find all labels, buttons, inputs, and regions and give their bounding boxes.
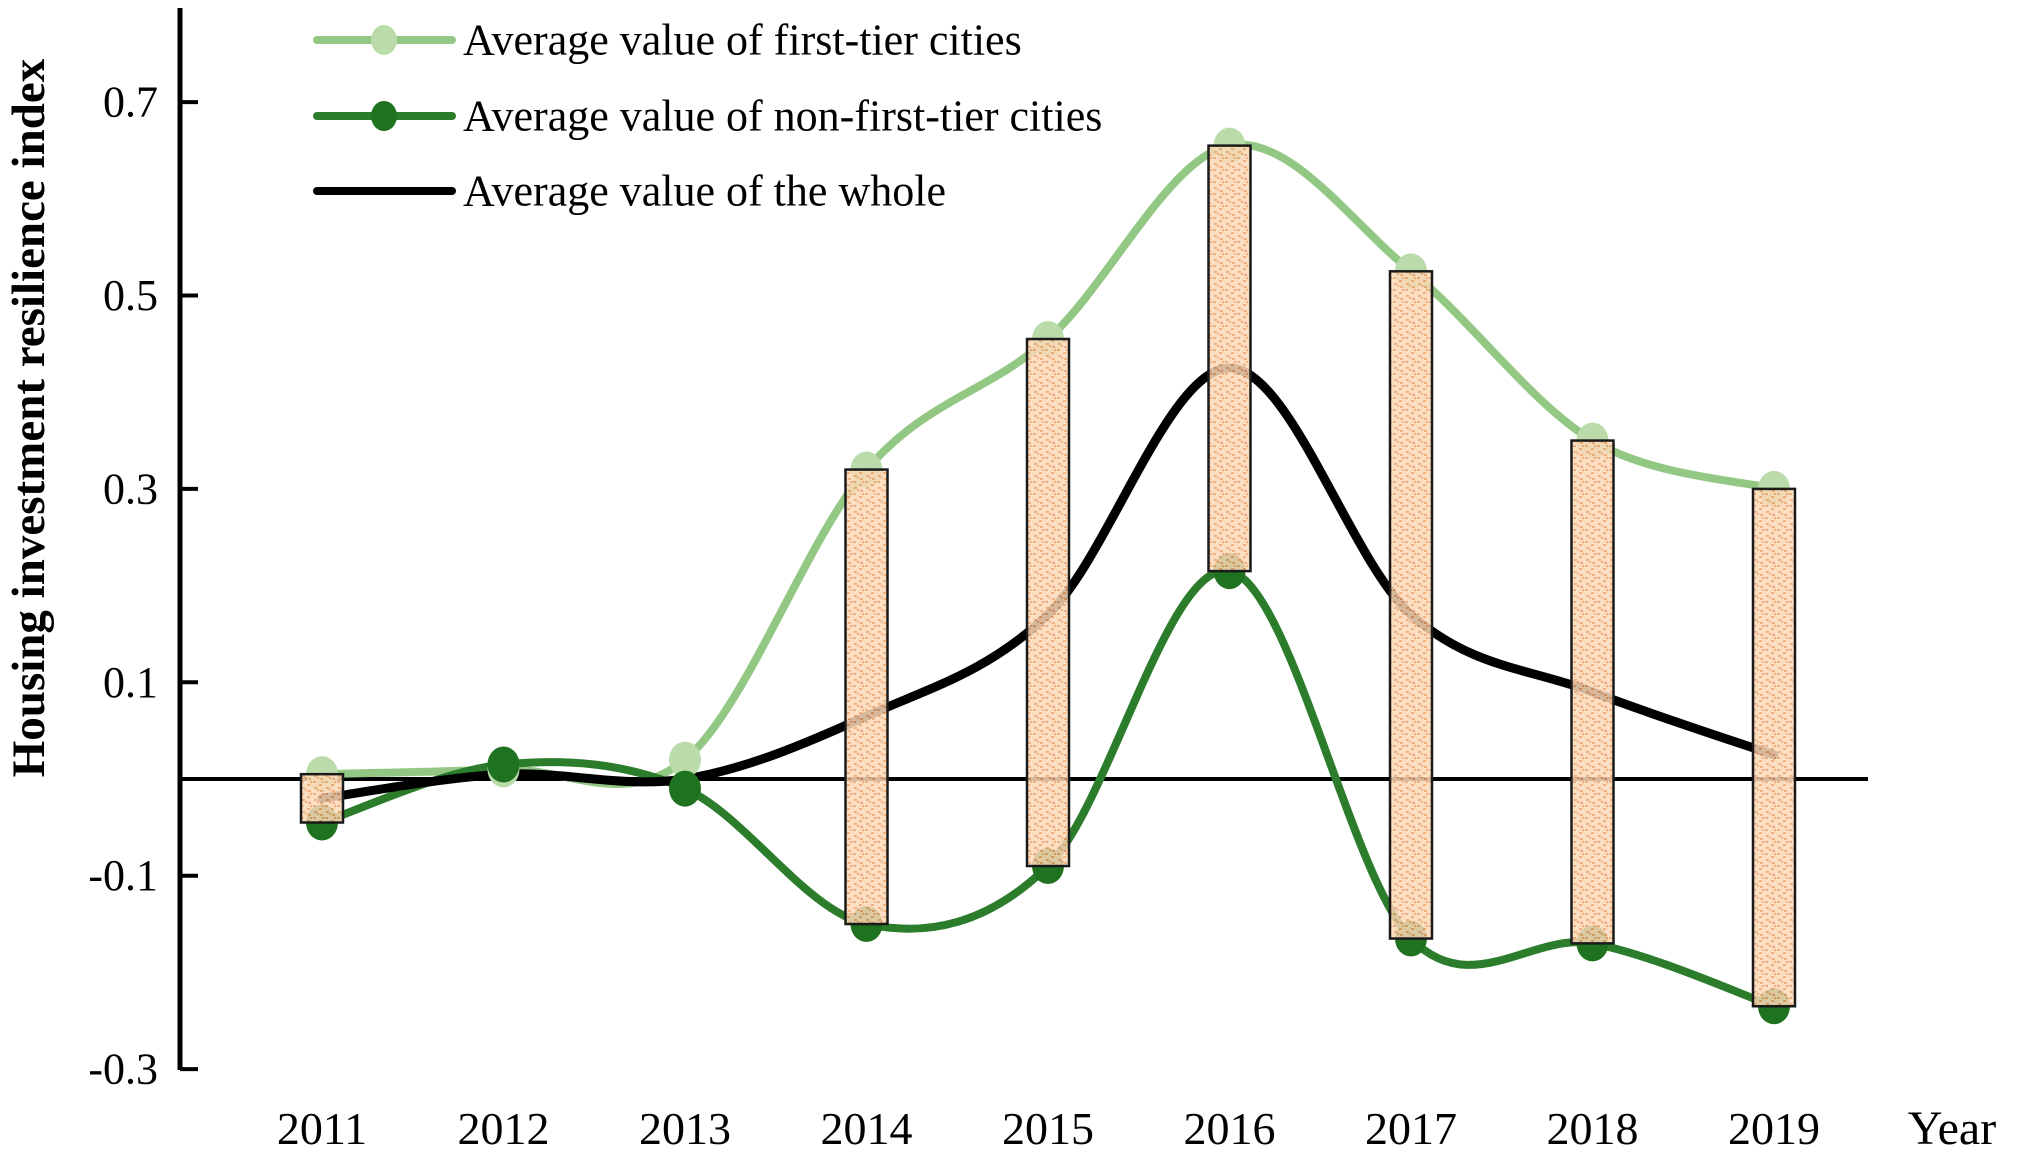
- legend-label-non-first-tier: Average value of non-first-tier cities: [463, 92, 1102, 141]
- gap-bar-2018: [1570, 439, 1615, 945]
- x-tick-label: 2014: [821, 1103, 913, 1154]
- non-first-tier-marker-icon: [371, 101, 397, 131]
- y-axis-title: Housing investment resilience index: [3, 58, 55, 777]
- y-tick-label: 0.3: [103, 464, 158, 513]
- y-tick-label: 0.1: [103, 658, 158, 707]
- x-tick-label: 2019: [1728, 1103, 1820, 1154]
- first-tier-marker-icon: [371, 25, 397, 55]
- gap-bar-2014: [844, 468, 889, 926]
- x-tick-label: 2013: [639, 1103, 731, 1154]
- legend-label-first-tier: Average value of first-tier cities: [463, 16, 1022, 65]
- y-tick-label: 0.7: [103, 78, 158, 127]
- legend-item-first-tier: Average value of first-tier cities: [313, 16, 1022, 65]
- legend-item-whole: Average value of the whole: [313, 167, 946, 216]
- x-tick-label: 2017: [1365, 1103, 1457, 1154]
- gap-bar-2011: [299, 772, 345, 824]
- x-tick-label: 2016: [1184, 1103, 1276, 1154]
- gap-bar-2016: [1207, 144, 1252, 573]
- gap-bar-2017: [1388, 270, 1434, 940]
- y-tick-label: -0.1: [88, 851, 158, 900]
- x-axis-title: Year: [1908, 1102, 1996, 1155]
- plot-area: 0.7 0.5 0.3 0.1 -0.1 -0.3 2011 2012 2013 2014 2015…: [88, 8, 1868, 1154]
- legend: Average value of first-tier cities Avera…: [313, 16, 1102, 216]
- non-first-tier-point-2012: [487, 746, 520, 783]
- x-tick-label: 2018: [1547, 1103, 1639, 1154]
- x-tick-label: 2012: [458, 1103, 550, 1154]
- non-first-tier-point-2013: [669, 770, 701, 807]
- series-line-non-first-tier: [318, 567, 1778, 1011]
- first-tier-point-2013: [669, 741, 701, 778]
- gap-bar-2015: [1025, 337, 1071, 868]
- legend-label-whole: Average value of the whole: [463, 167, 946, 216]
- y-tick-label: 0.5: [103, 271, 158, 320]
- series-line-whole: [317, 363, 1779, 803]
- x-tick-label: 2011: [277, 1103, 367, 1154]
- legend-item-non-first-tier: Average value of non-first-tier cities: [313, 92, 1102, 141]
- y-tick-label: -0.3: [88, 1045, 158, 1094]
- gap-bar-2019: [1751, 487, 1797, 1008]
- x-tick-label: 2015: [1002, 1103, 1094, 1154]
